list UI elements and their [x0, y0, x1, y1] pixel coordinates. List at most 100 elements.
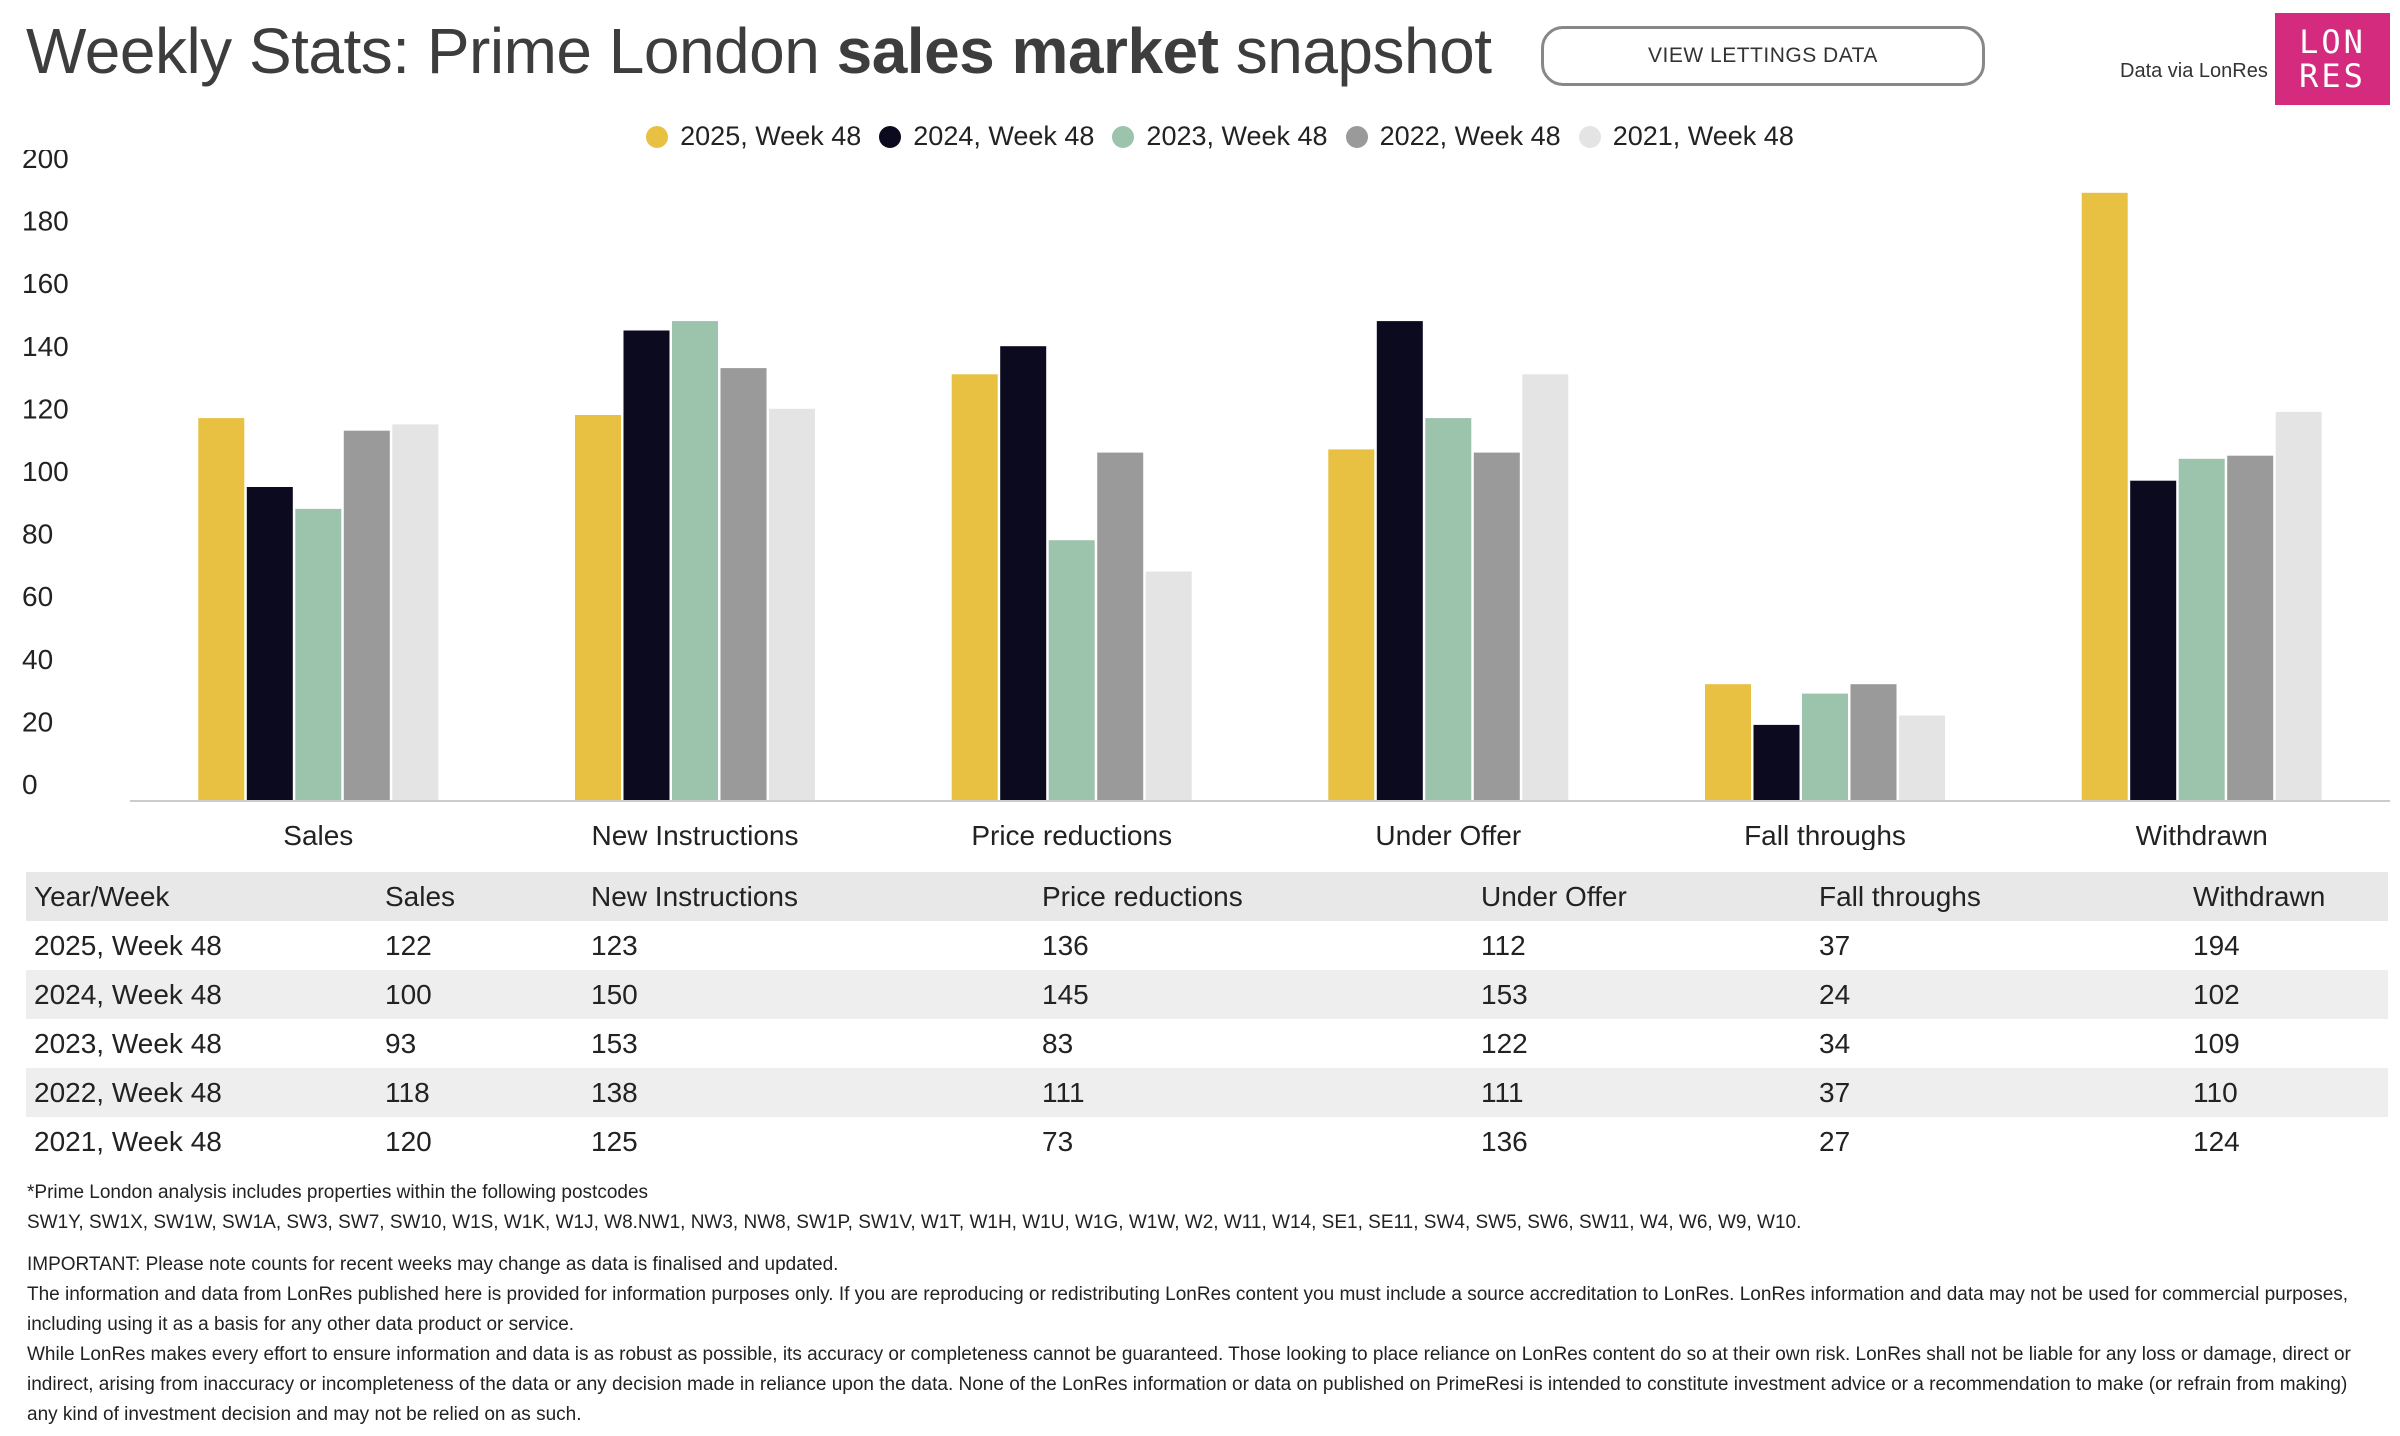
- table-cell: 112: [1481, 929, 1526, 961]
- table-cell: 73: [1042, 1125, 1074, 1157]
- table-cell: 2025, Week 48: [34, 929, 222, 961]
- bar[interactable]: [1473, 452, 1520, 800]
- bar[interactable]: [1850, 684, 1897, 800]
- table-cell: 2023, Week 48: [34, 1027, 222, 1059]
- table-cell: 27: [1819, 1125, 1851, 1157]
- x-category-label: Sales: [283, 820, 353, 850]
- data-table: Year/Week Sales New Instructions Price redu…: [26, 872, 2388, 1166]
- table-cell: 138: [591, 1076, 638, 1108]
- table-cell: 122: [1481, 1027, 1528, 1059]
- table-cell: 150: [591, 978, 638, 1010]
- legend-label: 2025, Week 48: [680, 121, 862, 151]
- legend-swatch: [1345, 125, 1368, 148]
- table-cell: 110: [2193, 1076, 2238, 1108]
- table-cell: 111: [1481, 1076, 1524, 1108]
- bar[interactable]: [1425, 418, 1472, 800]
- table-cell: 194: [2193, 929, 2240, 961]
- table-cell: 102: [2193, 978, 2240, 1010]
- table-cell: 37: [1819, 929, 1851, 961]
- bar[interactable]: [198, 418, 245, 800]
- y-tick-label: 120: [22, 393, 69, 424]
- lonres-logo[interactable]: LON RES: [2275, 13, 2390, 105]
- y-tick-label: 60: [22, 581, 53, 612]
- bar[interactable]: [951, 374, 998, 800]
- table-cell: 34: [1819, 1027, 1851, 1059]
- bar[interactable]: [720, 368, 767, 800]
- bar[interactable]: [2178, 458, 2225, 800]
- legend-label: 2023, Week 48: [1146, 121, 1328, 151]
- usage-note: The information and data from LonRes pub…: [27, 1284, 2349, 1335]
- y-tick-label: 160: [22, 268, 69, 299]
- bar[interactable]: [2275, 411, 2322, 800]
- bar[interactable]: [343, 430, 390, 800]
- bar[interactable]: [769, 408, 815, 801]
- legend-swatch: [879, 125, 902, 148]
- bar[interactable]: [1899, 715, 1945, 801]
- bar[interactable]: [575, 415, 621, 800]
- legend-item[interactable]: 2021, Week 48: [1578, 121, 1794, 152]
- table-cell: 145: [1042, 978, 1089, 1010]
- y-tick-label: 200: [22, 150, 69, 174]
- bar[interactable]: [2227, 455, 2274, 800]
- table-row: 2021, Week 48 120 125 73 136 27 124: [26, 1117, 2388, 1166]
- bar[interactable]: [1802, 693, 1848, 800]
- legend-label: 2021, Week 48: [1612, 121, 1794, 151]
- x-category-label: Withdrawn: [2136, 820, 2268, 850]
- important-note: IMPORTANT: Please note counts for recent…: [27, 1254, 839, 1275]
- table-cell: 153: [591, 1027, 638, 1059]
- bar[interactable]: [1753, 724, 1800, 800]
- legend-item[interactable]: 2023, Week 48: [1112, 121, 1328, 152]
- legend-item[interactable]: 2022, Week 48: [1345, 121, 1561, 152]
- bar[interactable]: [2130, 480, 2177, 800]
- table-header-cell: Under Offer: [1481, 880, 1627, 912]
- view-lettings-button[interactable]: VIEW LETTINGS DATA: [1541, 26, 1985, 86]
- bar[interactable]: [1705, 684, 1751, 800]
- table-cell: 120: [385, 1125, 432, 1157]
- y-tick-label: 140: [22, 331, 69, 362]
- table-row: 2023, Week 48 93 153 83 122 34 109: [26, 1019, 2388, 1068]
- logo-line-2: RES: [2299, 57, 2366, 95]
- title-text-start: Weekly Stats: Prime London: [26, 15, 837, 87]
- legend-swatch: [1578, 125, 1601, 148]
- legend-item[interactable]: 2024, Week 48: [879, 121, 1094, 152]
- legend-label: 2022, Week 48: [1379, 121, 1561, 151]
- footnotes: *Prime London analysis includes properti…: [27, 1178, 2377, 1430]
- disclaimer-note: While LonRes makes every effort to ensur…: [27, 1344, 2351, 1425]
- bar[interactable]: [1376, 321, 1423, 800]
- table-cell: 122: [385, 929, 432, 961]
- bar[interactable]: [1000, 346, 1047, 800]
- table-cell: 111: [1042, 1076, 1085, 1108]
- bar-chart: 0 20 40 60 80 100 120 140 160 180 200 Sales New Inst…: [22, 150, 2390, 850]
- data-source-label: Data via LonRes: [2120, 60, 2268, 82]
- y-tick-label: 100: [22, 456, 69, 487]
- bar[interactable]: [1048, 540, 1095, 800]
- bar[interactable]: [392, 424, 439, 800]
- y-tick-label: 0: [22, 769, 38, 800]
- bar[interactable]: [1145, 571, 1192, 801]
- table-cell: 136: [1481, 1125, 1528, 1157]
- table-cell: 100: [385, 978, 432, 1010]
- x-category-label: New Instructions: [592, 820, 799, 850]
- legend-item[interactable]: 2025, Week 48: [646, 121, 861, 152]
- bar[interactable]: [1097, 452, 1144, 800]
- chart-legend: 2025, Week 48 2024, Week 48 2023, Week 48 2…: [0, 121, 2400, 152]
- bar[interactable]: [623, 330, 670, 801]
- bar[interactable]: [672, 321, 718, 800]
- table-cell: 93: [385, 1027, 417, 1059]
- table-header-cell: Withdrawn: [2193, 880, 2326, 912]
- bar[interactable]: [295, 508, 342, 800]
- bar[interactable]: [1522, 374, 1569, 800]
- table-cell: 124: [2193, 1125, 2240, 1157]
- table-body: 2025, Week 48 122 123 136 112 37 194 2024, Week…: [26, 921, 2388, 1166]
- table-header-cell: Price reductions: [1042, 880, 1243, 912]
- title-text-bold: sales market: [836, 15, 1219, 87]
- bar[interactable]: [2081, 192, 2128, 801]
- legend-swatch: [1112, 125, 1135, 148]
- table-cell: 2021, Week 48: [34, 1125, 222, 1157]
- bar[interactable]: [1328, 449, 1375, 800]
- table-header-cell: Fall throughs: [1819, 880, 1981, 912]
- table-cell: 24: [1819, 978, 1851, 1010]
- table-row: 2025, Week 48 122 123 136 112 37 194: [26, 921, 2388, 970]
- y-tick-label: 40: [22, 644, 53, 675]
- bar[interactable]: [246, 487, 293, 800]
